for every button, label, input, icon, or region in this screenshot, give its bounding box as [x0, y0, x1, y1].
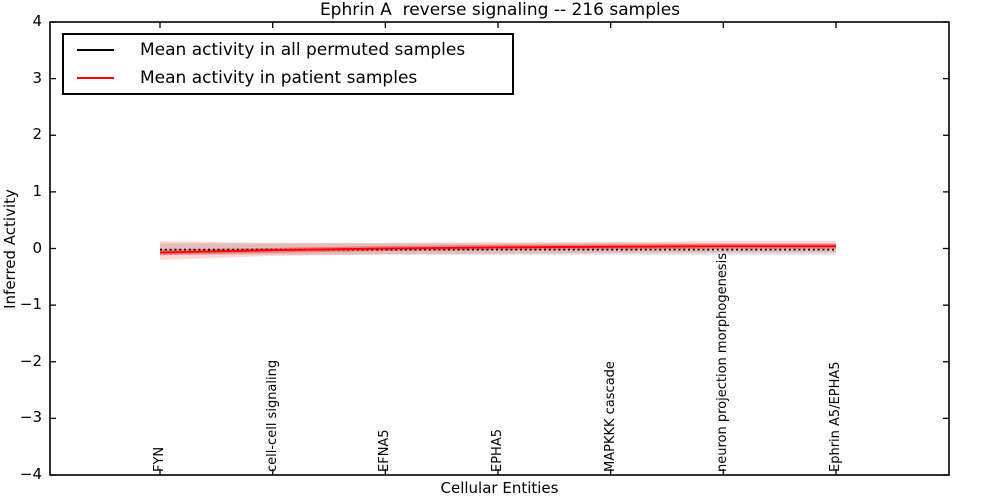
x-tick-label: Ephrin A5/EPHA5 [828, 361, 844, 472]
y-tick-label: 4 [32, 12, 42, 30]
x-axis-label: Cellular Entities [440, 479, 559, 497]
legend-line-sample [77, 49, 114, 51]
legend-line-sample [77, 77, 114, 79]
legend-label: Mean activity in patient samples [140, 68, 418, 88]
x-tick-label: neuron projection morphogenesis [715, 253, 731, 472]
tick-marks [50, 21, 949, 476]
x-tick-label: cell-cell signaling [264, 359, 280, 472]
x-tick-label: EFNA5 [377, 429, 393, 472]
y-tick-label: 2 [32, 125, 42, 144]
legend-row: Mean activity in all permuted samples [64, 36, 512, 64]
y-tick-label: 3 [32, 68, 42, 87]
y-tick-label: −3 [19, 408, 42, 427]
legend: Mean activity in all permuted samples Mea… [62, 33, 514, 95]
legend-row: Mean activity in patient samples [64, 64, 512, 92]
y-tick-label: −4 [19, 465, 42, 483]
legend-label: Mean activity in all permuted samples [140, 40, 466, 60]
y-tick-label: 1 [32, 181, 42, 200]
x-tick-label: EPHA5 [490, 429, 505, 472]
chart-title: Ephrin A reverse signaling -- 216 sample… [319, 0, 681, 20]
y-tick-label: −1 [19, 295, 42, 314]
y-tick-label: 0 [32, 238, 42, 257]
x-tick-label: FYN [152, 446, 167, 472]
y-tick-label: −2 [19, 351, 42, 370]
series-line-Mean-activity-in-patient-samples [159, 245, 837, 254]
x-tick-label: MAPKKK cascade [602, 361, 618, 472]
